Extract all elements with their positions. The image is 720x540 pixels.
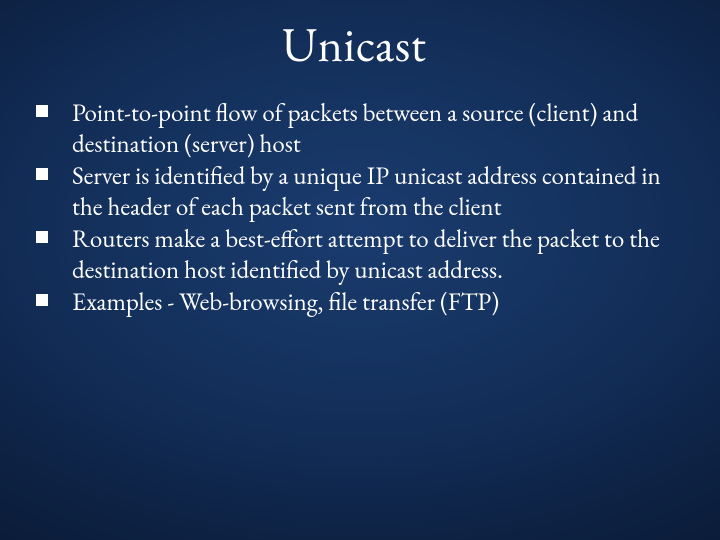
square-bullet-icon — [36, 168, 48, 180]
square-bullet-icon — [36, 105, 48, 117]
square-bullet-icon — [36, 294, 48, 306]
list-item: Point-to-point flow of packets between a… — [28, 98, 680, 159]
square-bullet-icon — [36, 231, 48, 243]
list-item: Server is identified by a unique IP unic… — [28, 161, 680, 222]
list-item: Routers make a best-effort attempt to de… — [28, 224, 680, 285]
bullet-list: Point-to-point flow of packets between a… — [28, 98, 680, 318]
bullet-text: Routers make a best-effort attempt to de… — [72, 224, 680, 285]
slide: Unicast Point-to-point flow of packets b… — [0, 0, 720, 540]
bullet-text: Examples - Web-browsing, file transfer (… — [72, 287, 680, 318]
list-item: Examples - Web-browsing, file transfer (… — [28, 287, 680, 318]
bullet-text: Point-to-point flow of packets between a… — [72, 98, 680, 159]
bullet-text: Server is identified by a unique IP unic… — [72, 161, 680, 222]
slide-title: Unicast — [28, 20, 680, 70]
